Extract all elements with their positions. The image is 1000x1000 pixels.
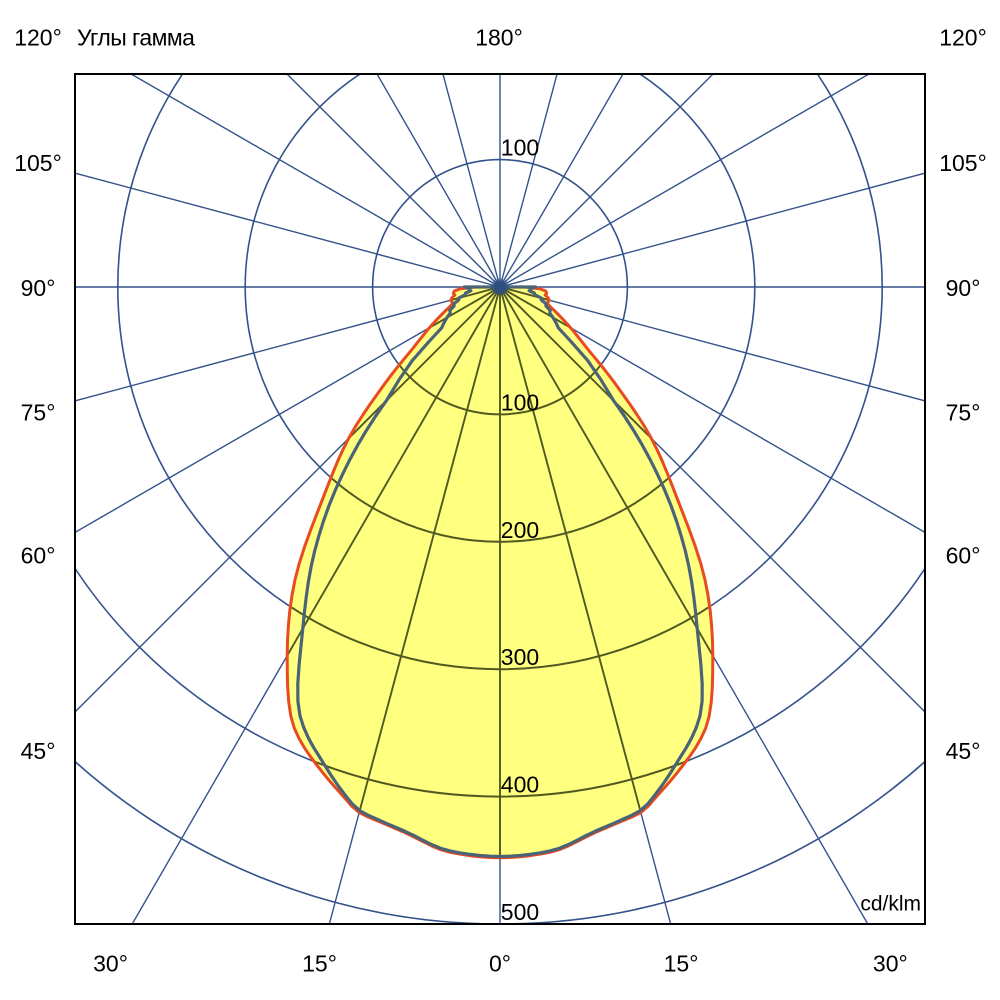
svg-text:180°: 180° xyxy=(475,24,523,50)
svg-text:Углы гамма: Углы гамма xyxy=(77,24,195,50)
svg-text:100: 100 xyxy=(501,135,539,161)
svg-text:75°: 75° xyxy=(946,399,981,425)
svg-text:75°: 75° xyxy=(21,399,56,425)
svg-text:45°: 45° xyxy=(21,738,56,764)
svg-text:105°: 105° xyxy=(14,150,62,176)
svg-text:120°: 120° xyxy=(939,24,987,50)
svg-text:30°: 30° xyxy=(93,950,128,976)
svg-text:200: 200 xyxy=(501,517,539,543)
svg-text:100: 100 xyxy=(501,389,539,415)
svg-text:400: 400 xyxy=(501,772,539,798)
svg-text:105°: 105° xyxy=(939,150,987,176)
svg-text:0°: 0° xyxy=(489,950,511,976)
svg-text:90°: 90° xyxy=(946,275,981,301)
svg-text:30°: 30° xyxy=(873,950,908,976)
svg-text:cd/klm: cd/klm xyxy=(860,893,921,916)
svg-text:90°: 90° xyxy=(21,275,56,301)
svg-text:120°: 120° xyxy=(14,24,62,50)
svg-text:15°: 15° xyxy=(664,950,699,976)
svg-text:60°: 60° xyxy=(21,542,56,568)
svg-text:45°: 45° xyxy=(946,738,981,764)
svg-text:500: 500 xyxy=(501,899,539,925)
svg-text:60°: 60° xyxy=(946,542,981,568)
svg-text:15°: 15° xyxy=(302,950,337,976)
svg-text:300: 300 xyxy=(501,644,539,670)
